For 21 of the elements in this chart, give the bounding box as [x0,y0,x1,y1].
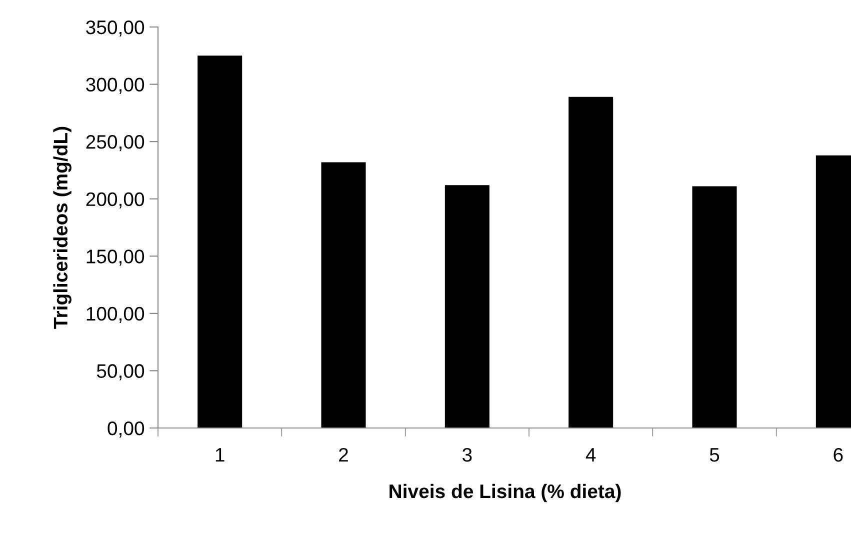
x-tick-label: 2 [339,448,348,462]
bar [321,162,366,428]
x-axis-title: Niveis de Lisina (% dieta) [390,484,621,502]
y-axis-title: Triglicerideos (mg/dL) [53,126,72,329]
y-tick-label: 0,00 [108,421,144,438]
x-tick-label: 4 [586,448,596,462]
y-tick-label: 300,00 [86,78,144,94]
y-tick-label: 350,00 [86,20,144,37]
bar [568,96,614,428]
y-tick-label: 150,00 [86,250,144,266]
y-tick-label: 200,00 [86,192,144,208]
x-tick-label: 5 [710,448,720,462]
bar [198,56,242,428]
bar [692,186,737,428]
y-tick-label: 50,00 [96,364,144,380]
x-tick-label: 3 [462,448,472,462]
bar [444,185,490,428]
y-tick-label: 250,00 [86,135,144,152]
x-tick-label: 6 [834,448,843,462]
y-tick-label: 100,00 [86,306,144,323]
x-tick-label: 1 [216,448,224,462]
